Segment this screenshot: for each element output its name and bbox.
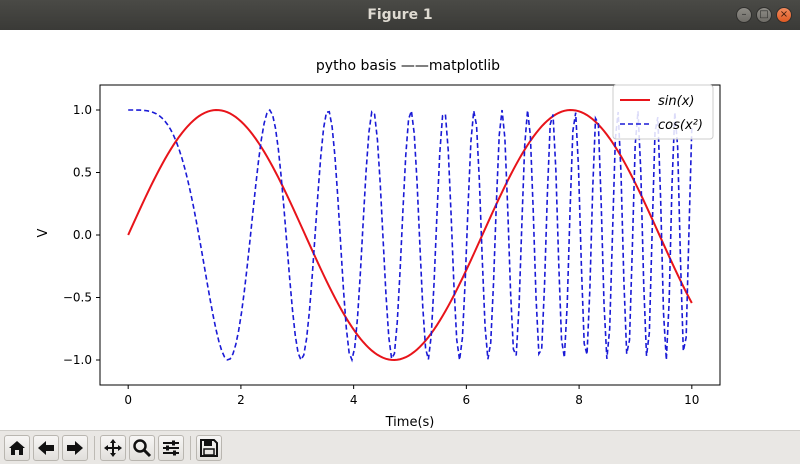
x-tick-label: 2 [237, 393, 245, 407]
x-tick-label: 6 [463, 393, 471, 407]
y-tick-label: −0.5 [63, 291, 92, 305]
y-axis-label: V [36, 228, 51, 237]
figure-canvas[interactable]: pytho basis ——matplotlib 0 2 4 6 8 10 1.0 0.5 0… [0, 30, 800, 430]
toolbar-separator [190, 435, 191, 460]
zoom-icon[interactable] [129, 434, 155, 461]
legend: sin(x) cos(x²) [612, 84, 714, 140]
chart-title: pytho basis ——matplotlib [316, 58, 500, 74]
legend-box [612, 84, 714, 140]
subplots-icon[interactable] [158, 434, 184, 461]
pan-icon[interactable] [100, 434, 126, 461]
y-tick-label: −1.0 [63, 353, 92, 367]
x-axis-ticks: 0 2 4 6 8 10 [124, 385, 699, 407]
window-titlebar: Figure 1 – □ × [0, 0, 800, 30]
forward-icon[interactable] [62, 434, 88, 461]
save-icon[interactable] [196, 434, 222, 461]
line-chart: pytho basis ——matplotlib 0 2 4 6 8 10 1.0 0.5 0… [36, 58, 721, 430]
close-icon[interactable]: × [776, 7, 792, 23]
toolbar-separator [94, 435, 95, 460]
maximize-icon[interactable]: □ [756, 7, 772, 23]
x-tick-label: 4 [350, 393, 358, 407]
window-title: Figure 1 [367, 7, 433, 23]
series-sin-line [127, 109, 693, 361]
legend-label-sin: sin(x) [658, 94, 694, 109]
y-tick-label: 0.0 [73, 228, 92, 242]
x-tick-label: 10 [684, 393, 699, 407]
back-icon[interactable] [33, 434, 59, 461]
x-tick-label: 8 [575, 393, 583, 407]
minimize-icon[interactable]: – [736, 7, 752, 23]
window-controls: – □ × [736, 7, 792, 23]
y-tick-label: 1.0 [73, 103, 92, 117]
series-cos-line [128, 108, 693, 363]
navigation-toolbar [0, 430, 800, 464]
x-axis-label: Time(s) [385, 415, 435, 430]
y-axis-ticks: 1.0 0.5 0.0 −0.5 −1.0 [63, 103, 100, 367]
home-icon[interactable] [4, 434, 30, 461]
y-tick-label: 0.5 [73, 166, 92, 180]
x-tick-label: 0 [124, 393, 132, 407]
legend-label-cos: cos(x²) [658, 118, 703, 133]
